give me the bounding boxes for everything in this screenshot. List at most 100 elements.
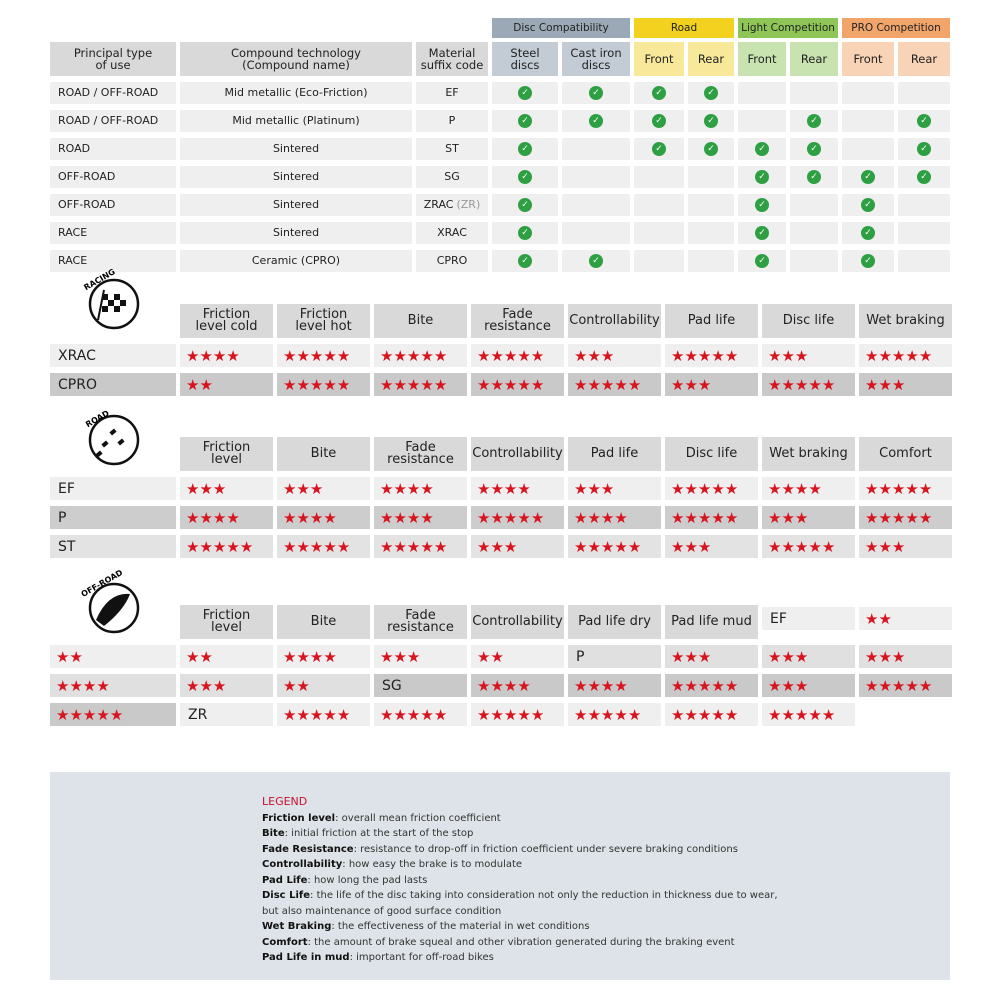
cell-text: RACE — [58, 254, 88, 267]
legend-description: : overall mean friction coefficient — [335, 812, 501, 824]
check-cell — [790, 250, 838, 272]
cell-text: P — [58, 509, 67, 526]
star-icon: ★ — [614, 508, 628, 527]
star-rating: ★ ★ ★ ★ — [180, 344, 273, 367]
cell-text: Disc life — [782, 313, 835, 328]
star-icon: ★ — [794, 647, 809, 666]
star-icon: ★ — [420, 375, 434, 394]
star-icon: ★ — [186, 647, 200, 666]
check-icon: ✓ — [807, 170, 821, 184]
star-icon: ★ — [697, 676, 712, 695]
check-cell: ✓ — [842, 166, 894, 188]
star-icon: ★ — [794, 676, 809, 695]
check-icon: ✓ — [589, 254, 603, 268]
star-icon: ★ — [323, 508, 337, 527]
column-header: Cast iron discs — [562, 42, 630, 76]
star-icon: ★ — [684, 705, 698, 724]
star-rating: ★ ★ ★ ★ ★ — [859, 477, 952, 500]
star-icon: ★ — [296, 375, 310, 394]
star-icon: ★ — [808, 537, 822, 556]
check-cell — [562, 166, 630, 188]
cell-text: XRAC — [437, 226, 467, 239]
star-icon: ★ — [309, 375, 324, 394]
check-cell: ✓ — [688, 110, 734, 132]
cell-text: Principal type of use — [73, 46, 153, 72]
star-icon: ★ — [574, 537, 588, 556]
star-icon: ★ — [56, 705, 70, 724]
star-icon: ★ — [865, 676, 879, 695]
code-cell: ZRAC (ZR) — [416, 194, 488, 216]
cell-text: Bite — [407, 313, 434, 328]
legend-description: : initial friction at the start of the s… — [284, 828, 474, 839]
star-icon: ★ — [517, 346, 531, 365]
star-icon: ★ — [517, 705, 531, 724]
star-icon: ★ — [490, 705, 504, 724]
star-rating: ★ ★ ★ — [859, 645, 952, 668]
star-icon: ★ — [808, 479, 822, 498]
cell-text: EF — [445, 86, 459, 99]
star-rating: ★ ★ ★ ★ ★ — [277, 703, 370, 726]
star-icon: ★ — [186, 346, 200, 365]
rating-header: Fade resistance — [471, 304, 564, 338]
check-cell — [738, 82, 786, 104]
star-icon: ★ — [587, 375, 601, 394]
check-cell — [562, 222, 630, 244]
code-cell: XRAC — [416, 222, 488, 244]
star-icon: ★ — [724, 346, 739, 365]
star-icon: ★ — [878, 537, 892, 556]
star-icon: ★ — [380, 537, 394, 556]
star-icon: ★ — [56, 676, 70, 695]
star-icon: ★ — [393, 537, 407, 556]
star-icon: ★ — [393, 375, 407, 394]
check-icon: ✓ — [518, 142, 532, 156]
star-icon: ★ — [697, 537, 712, 556]
cell-text: Pad life dry — [578, 614, 651, 629]
column-header: Rear — [688, 42, 734, 76]
star-icon: ★ — [878, 609, 892, 628]
check-cell — [790, 222, 838, 244]
rating-header: Comfort — [859, 437, 952, 471]
star-rating: ★ ★ ★ ★ ★ — [665, 674, 758, 697]
rating-header: Pad life mud — [665, 605, 758, 639]
star-icon: ★ — [336, 346, 351, 365]
star-icon: ★ — [393, 647, 407, 666]
star-icon: ★ — [186, 375, 200, 394]
star-rating: ★ ★ ★ ★ ★ — [762, 535, 855, 558]
check-cell: ✓ — [492, 222, 558, 244]
check-icon: ✓ — [807, 114, 821, 128]
cell-text: Cast iron discs — [570, 46, 622, 72]
cell-text: EF — [770, 610, 787, 627]
star-icon: ★ — [768, 537, 782, 556]
star-icon: ★ — [781, 705, 795, 724]
star-icon: ★ — [283, 537, 297, 556]
legend-description: : how easy the brake is to modulate — [342, 859, 523, 870]
star-icon: ★ — [477, 676, 491, 695]
racing-ratings-table: Friction level cold Friction level hot Bit… — [50, 304, 952, 396]
star-icon: ★ — [768, 676, 782, 695]
star-icon: ★ — [794, 705, 809, 724]
star-icon: ★ — [477, 508, 491, 527]
star-icon: ★ — [323, 647, 337, 666]
star-rating: ★ ★ ★ ★ — [762, 477, 855, 500]
cell-text: ST — [445, 142, 459, 155]
star-icon: ★ — [711, 705, 725, 724]
column-header: Compound technology (Compound name) — [180, 42, 412, 76]
star-icon: ★ — [283, 479, 297, 498]
cell-text: ZRAC — [423, 198, 454, 211]
check-icon: ✓ — [518, 114, 532, 128]
star-icon: ★ — [393, 508, 407, 527]
star-icon: ★ — [406, 705, 421, 724]
star-rating: ★ ★ ★ ★ ★ — [568, 703, 661, 726]
check-cell: ✓ — [688, 138, 734, 160]
cell-text: Front — [853, 52, 883, 66]
legend-item: Comfort: the amount of brake squeal and … — [262, 935, 778, 951]
legend-item: but also maintenance of good surface con… — [262, 904, 778, 920]
cell-text: Ceramic (CPRO) — [251, 254, 341, 267]
star-rating: ★ ★ ★ ★ — [277, 506, 370, 529]
star-rating: ★ ★ ★ ★ — [277, 645, 370, 668]
star-icon: ★ — [309, 537, 324, 556]
group-header: Disc Compatibility — [492, 18, 630, 38]
star-icon: ★ — [865, 479, 879, 498]
star-rating: ★ ★ ★ — [665, 535, 758, 558]
star-rating: ★ ★ ★ ★ ★ — [665, 703, 758, 726]
